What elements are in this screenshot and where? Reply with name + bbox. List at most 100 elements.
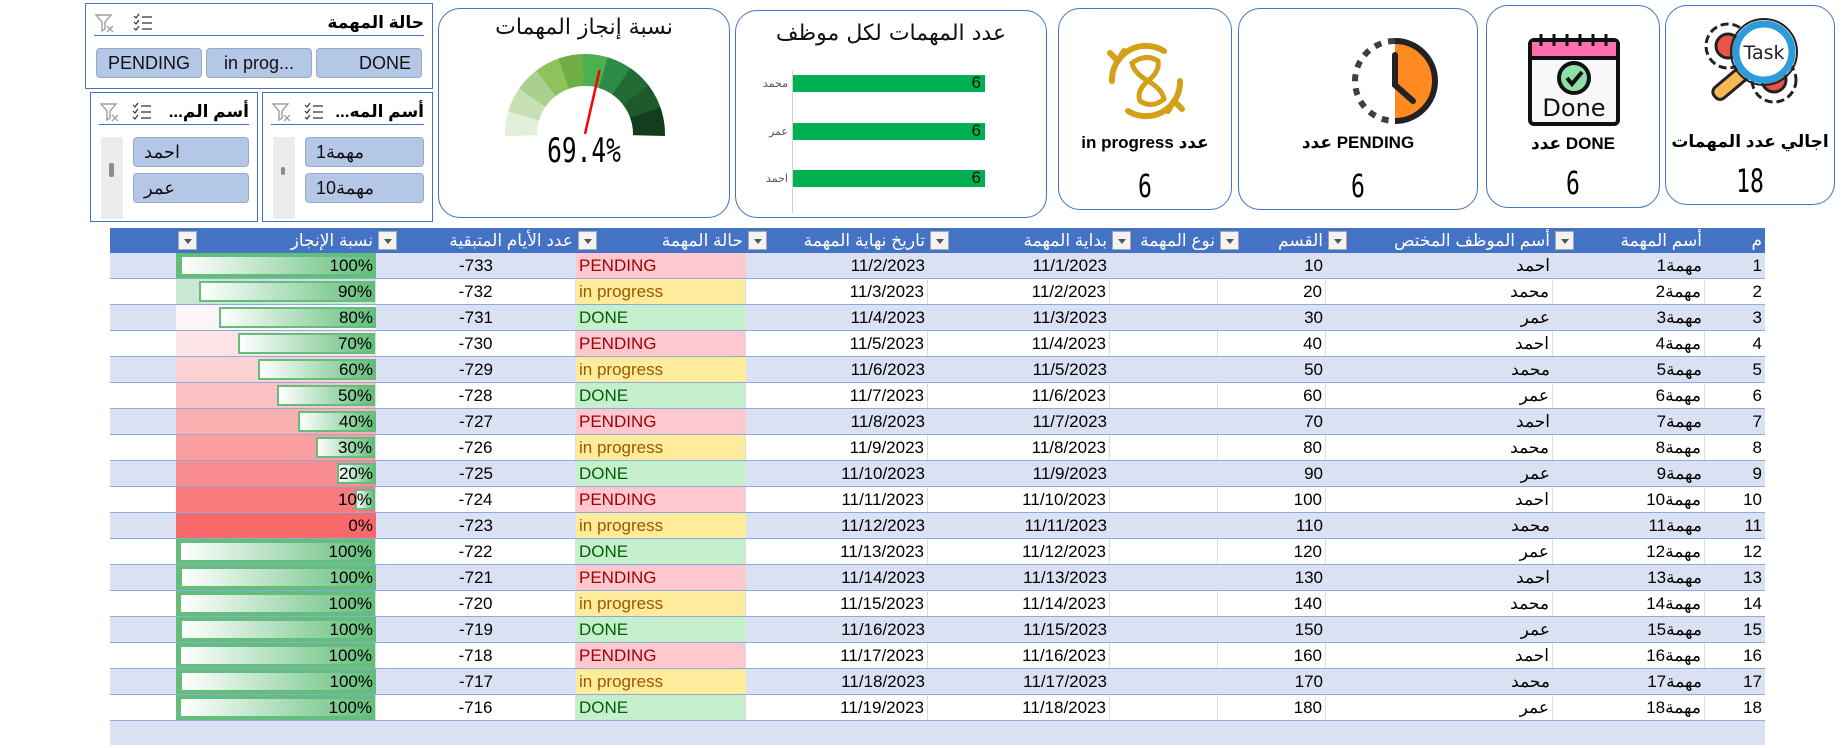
cell-task-name[interactable]: مهمة5 bbox=[1656, 360, 1702, 379]
cell-end-date[interactable]: 11/13/2023 bbox=[746, 539, 928, 564]
cell-num[interactable]: 11 bbox=[1744, 516, 1762, 535]
cell-days-remaining[interactable]: -725 bbox=[458, 464, 494, 483]
slicer-item-task1[interactable]: مهمة1 bbox=[305, 137, 424, 167]
cell-start-date[interactable]: 11/4/2023 bbox=[928, 331, 1110, 356]
cell-department[interactable]: 10 bbox=[1304, 256, 1323, 275]
cell-task-name[interactable]: مهمة9 bbox=[1656, 464, 1702, 483]
cell-completion[interactable]: 40% bbox=[176, 409, 376, 434]
table-row[interactable]: 18 مهمة18 عمر 180 11/18/2023 11/19/2023 DONE -7… bbox=[110, 695, 1765, 721]
cell-completion[interactable]: 100% bbox=[176, 669, 376, 694]
cell-end-date[interactable]: 11/11/2023 bbox=[746, 487, 928, 512]
cell-status[interactable]: PENDING bbox=[576, 331, 746, 356]
cell-task-type[interactable] bbox=[1110, 461, 1218, 486]
cell-task-name[interactable]: مهمة13 bbox=[1647, 568, 1702, 587]
cell-num[interactable]: 13 bbox=[1743, 568, 1762, 587]
filter-dropdown-button[interactable] bbox=[178, 231, 197, 250]
cell-days-remaining[interactable]: -733 bbox=[458, 256, 494, 275]
cell-task-name[interactable]: مهمة12 bbox=[1553, 539, 1705, 564]
cell-end-date[interactable]: 11/18/2023 bbox=[841, 672, 925, 691]
cell-department[interactable]: 90 bbox=[1304, 464, 1323, 483]
table-row[interactable]: 7 مهمة7 احمد 70 11/7/2023 11/8/2023 PENDING -72… bbox=[110, 409, 1765, 435]
cell-start-date[interactable]: 11/18/2023 bbox=[928, 695, 1110, 720]
cell-task-name[interactable]: مهمة17 bbox=[1647, 672, 1702, 691]
cell-start-date[interactable]: 11/6/2023 bbox=[928, 383, 1110, 408]
cell-employee[interactable]: احمد bbox=[1516, 568, 1550, 587]
cell-num[interactable]: 12 bbox=[1743, 542, 1762, 561]
clear-filter-icon[interactable] bbox=[94, 12, 116, 34]
table-row[interactable]: 15 مهمة15 عمر 150 11/15/2023 11/16/2023 DONE -7… bbox=[110, 617, 1765, 643]
slicer-item-ahmed[interactable]: احمد bbox=[133, 137, 249, 167]
filter-dropdown-button[interactable] bbox=[578, 231, 597, 250]
cell-employee[interactable]: احمد bbox=[1326, 643, 1553, 668]
table-row[interactable]: 9 مهمة9 عمر 90 11/9/2023 11/10/2023 DONE -725 20… bbox=[110, 461, 1765, 487]
cell-employee[interactable]: عمر bbox=[1520, 464, 1550, 483]
slicer-item-task10[interactable]: مهمة10 bbox=[305, 173, 424, 203]
cell-status[interactable]: DONE bbox=[576, 539, 746, 564]
cell-task-type[interactable] bbox=[1110, 565, 1218, 590]
cell-num[interactable]: 6 bbox=[1752, 386, 1762, 405]
cell-days-remaining[interactable]: -728 bbox=[376, 383, 576, 408]
cell-department[interactable]: 140 bbox=[1218, 591, 1326, 616]
cell-completion[interactable]: 30% bbox=[176, 435, 376, 460]
cell-end-date[interactable]: 11/15/2023 bbox=[746, 591, 928, 616]
cell-completion[interactable]: 100% bbox=[176, 253, 376, 278]
cell-completion[interactable]: 90% bbox=[176, 279, 376, 304]
cell-start-date[interactable]: 11/3/2023 bbox=[1032, 308, 1107, 327]
cell-days-remaining[interactable]: -730 bbox=[376, 331, 576, 356]
cell-task-name[interactable]: مهمة14 bbox=[1553, 591, 1705, 616]
cell-task-name[interactable]: مهمة2 bbox=[1553, 279, 1705, 304]
table-row[interactable]: 13 مهمة13 احمد 130 11/13/2023 11/14/2023 PENDI… bbox=[110, 565, 1765, 591]
cell-department[interactable]: 180 bbox=[1218, 695, 1326, 720]
cell-days-remaining[interactable]: -720 bbox=[376, 591, 576, 616]
filter-dropdown-button[interactable] bbox=[748, 231, 767, 250]
cell-completion[interactable]: 100% bbox=[176, 591, 376, 616]
filter-dropdown-button[interactable] bbox=[1220, 231, 1239, 250]
cell-status[interactable]: PENDING bbox=[576, 565, 746, 590]
cell-status[interactable]: in progress bbox=[576, 279, 746, 304]
cell-task-type[interactable] bbox=[1110, 695, 1218, 720]
cell-completion[interactable]: 0% bbox=[176, 513, 376, 538]
cell-num[interactable]: 10 bbox=[1743, 490, 1762, 509]
cell-num[interactable]: 4 bbox=[1752, 334, 1762, 353]
cell-employee[interactable]: عمر bbox=[1326, 383, 1553, 408]
cell-completion[interactable]: 100% bbox=[176, 617, 376, 642]
cell-days-remaining[interactable]: -731 bbox=[458, 308, 494, 327]
table-row[interactable]: 11 مهمة11 محمد 110 11/11/2023 11/12/2023 in pr… bbox=[110, 513, 1765, 539]
cell-end-date[interactable]: 11/10/2023 bbox=[841, 464, 925, 483]
table-row[interactable]: 1 مهمة1 احمد 10 11/1/2023 11/2/2023 PENDING -73… bbox=[110, 253, 1765, 279]
cell-status[interactable]: DONE bbox=[576, 695, 746, 720]
cell-start-date[interactable]: 11/11/2023 bbox=[1024, 516, 1107, 535]
cell-end-date[interactable]: 11/12/2023 bbox=[841, 516, 925, 535]
cell-task-name[interactable]: مهمة11 bbox=[1648, 516, 1702, 535]
cell-days-remaining[interactable]: -721 bbox=[458, 568, 494, 587]
clear-filter-icon[interactable] bbox=[99, 101, 121, 123]
cell-completion[interactable]: 60% bbox=[176, 357, 376, 382]
cell-status[interactable]: in progress bbox=[576, 591, 746, 616]
cell-end-date[interactable]: 11/3/2023 bbox=[746, 279, 928, 304]
cell-department[interactable]: 100 bbox=[1218, 487, 1326, 512]
table-row[interactable]: 4 مهمة4 احمد 40 11/4/2023 11/5/2023 PENDING -73… bbox=[110, 331, 1765, 357]
cell-start-date[interactable]: 11/10/2023 bbox=[928, 487, 1110, 512]
cell-status[interactable]: in progress bbox=[576, 435, 746, 460]
cell-employee[interactable]: محمد bbox=[1511, 360, 1550, 379]
cell-department[interactable]: 150 bbox=[1294, 620, 1323, 639]
cell-task-name[interactable]: مهمة16 bbox=[1553, 643, 1705, 668]
cell-task-type[interactable] bbox=[1110, 487, 1218, 512]
cell-task-type[interactable] bbox=[1110, 435, 1218, 460]
cell-start-date[interactable]: 11/13/2023 bbox=[1023, 568, 1107, 587]
cell-task-name[interactable]: مهمة1 bbox=[1656, 256, 1702, 275]
cell-task-type[interactable] bbox=[1110, 331, 1218, 356]
cell-days-remaining[interactable]: -727 bbox=[458, 412, 494, 431]
cell-start-date[interactable]: 11/14/2023 bbox=[928, 591, 1110, 616]
cell-days-remaining[interactable]: -717 bbox=[458, 672, 494, 691]
cell-status[interactable]: in progress bbox=[576, 357, 746, 382]
cell-end-date[interactable]: 11/9/2023 bbox=[746, 435, 928, 460]
cell-task-type[interactable] bbox=[1110, 591, 1218, 616]
cell-department[interactable]: 160 bbox=[1218, 643, 1326, 668]
cell-status[interactable]: PENDING bbox=[576, 487, 746, 512]
filter-dropdown-button[interactable] bbox=[1112, 231, 1131, 250]
cell-start-date[interactable]: 11/16/2023 bbox=[928, 643, 1110, 668]
cell-days-remaining[interactable]: -723 bbox=[458, 516, 494, 535]
cell-days-remaining[interactable]: -718 bbox=[376, 643, 576, 668]
cell-task-name[interactable]: مهمة6 bbox=[1553, 383, 1705, 408]
